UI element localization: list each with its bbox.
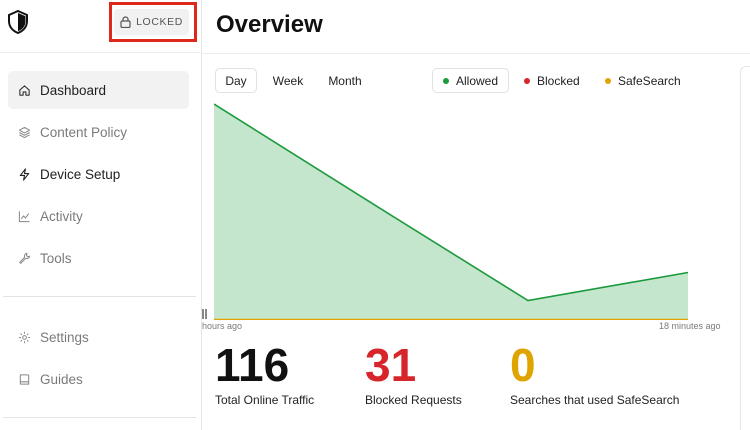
layers-icon [18, 126, 31, 138]
tab-day[interactable]: Day [215, 68, 257, 93]
sidebar-item-label: Dashboard [40, 82, 107, 98]
sidebar-item-guides[interactable]: Guides [8, 360, 189, 398]
x-axis-start-label: hours ago [202, 321, 243, 331]
legend-label: Allowed [456, 73, 499, 88]
allowed-dot-icon [443, 77, 449, 84]
stat-label: Total Online Traffic [215, 393, 315, 407]
lock-status-label: LOCKED [136, 16, 183, 28]
header-divider [202, 53, 750, 54]
sidebar-item-label: Settings [40, 329, 89, 345]
sidebar-item-label: Activity [40, 208, 83, 224]
legend-safesearch[interactable]: SafeSearch [595, 68, 691, 93]
sidebar-item-settings[interactable]: Settings [8, 318, 189, 356]
stat-label: Blocked Requests [365, 393, 462, 407]
sidebar-item-label: Device Setup [40, 166, 121, 182]
allowed-area [214, 104, 688, 320]
sidebar-item-content-policy[interactable]: Content Policy [8, 113, 189, 151]
line-chart-icon [18, 210, 30, 222]
stat-value: 31 [365, 339, 417, 391]
lock-status-badge[interactable]: LOCKED [114, 9, 189, 35]
sidebar-item-label: Guides [40, 371, 83, 387]
stat-safesearch: 0 Searches that used SafeSearch [510, 342, 679, 407]
tab-month[interactable]: Month [328, 73, 362, 88]
sidebar-item-label: Content Policy [40, 124, 128, 140]
bolt-icon [19, 167, 30, 181]
side-panel-edge [740, 66, 750, 430]
wrench-icon [19, 252, 31, 264]
sidebar-item-dashboard[interactable]: Dashboard [8, 71, 189, 109]
legend-allowed[interactable]: Allowed [432, 68, 510, 93]
gear-icon [18, 331, 31, 343]
sidebar-item-device-setup[interactable]: Device Setup [8, 155, 189, 193]
stat-value: 116 [215, 339, 290, 391]
book-icon [19, 373, 30, 385]
resize-handle-icon[interactable] [202, 309, 208, 321]
legend-blocked[interactable]: Blocked [514, 68, 590, 93]
sidebar-item-label: Tools [40, 250, 72, 266]
allowed-series-line [214, 103, 689, 302]
safesearch-dot-icon [605, 77, 611, 84]
stat-total-traffic: 116 Total Online Traffic [215, 342, 314, 407]
sidebar-item-activity[interactable]: Activity [8, 197, 189, 235]
main-content: Overview Day Week Month Allowed Blocked … [202, 0, 750, 430]
sidebar: LOCKED Dashboard Content Policy Device S… [0, 0, 202, 430]
sidebar-divider [3, 417, 196, 418]
sidebar-divider [0, 52, 202, 53]
stat-blocked-requests: 31 Blocked Requests [365, 342, 462, 407]
legend-label: SafeSearch [618, 73, 681, 88]
blocked-dot-icon [524, 77, 530, 84]
stat-label: Searches that used SafeSearch [510, 393, 680, 407]
stat-value: 0 [510, 339, 536, 391]
x-axis-end-label: 18 minutes ago [659, 321, 721, 331]
traffic-area-chart [214, 103, 689, 320]
tab-week[interactable]: Week [272, 73, 304, 88]
lock-icon [120, 16, 131, 28]
highlight-box [109, 2, 197, 42]
shield-logo-icon [8, 10, 28, 34]
home-icon [19, 84, 30, 96]
legend-label: Blocked [537, 73, 580, 88]
sidebar-item-tools[interactable]: Tools [8, 239, 189, 277]
page-title: Overview [216, 11, 323, 38]
sidebar-divider [3, 296, 196, 297]
